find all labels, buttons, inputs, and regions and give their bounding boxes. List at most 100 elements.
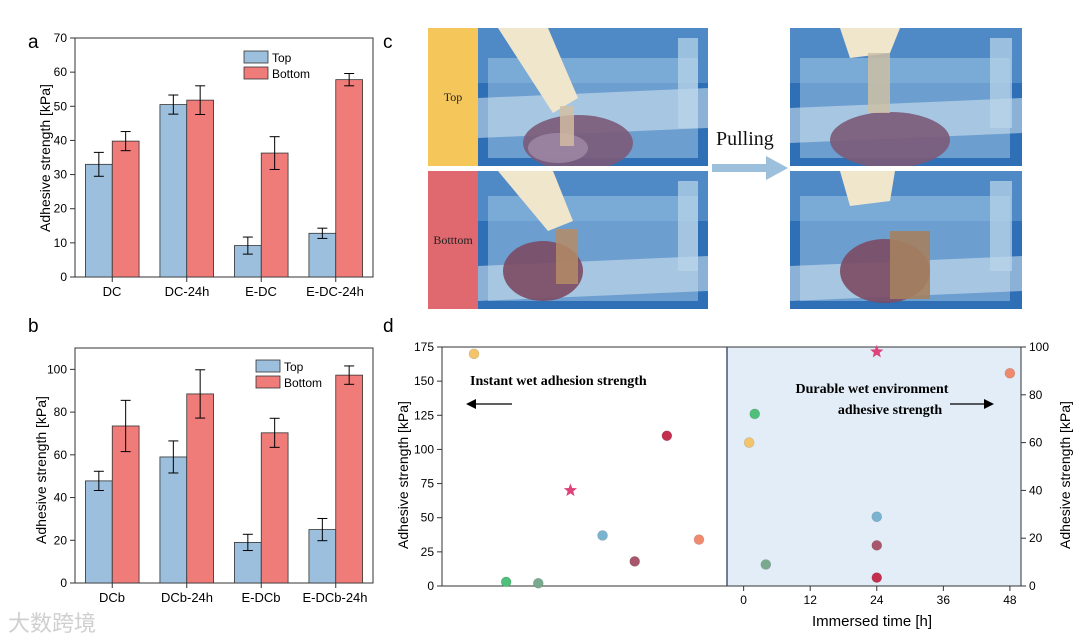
legend-b-bottom-label: Bottom bbox=[284, 376, 322, 390]
y-tick-label: 20 bbox=[54, 533, 68, 547]
bar-top bbox=[85, 480, 113, 584]
y-left-tick-label: 175 bbox=[414, 340, 434, 354]
y-left-tick-label: 0 bbox=[427, 579, 434, 593]
pulling-label: Pulling bbox=[716, 128, 774, 150]
durable-point bbox=[871, 511, 883, 522]
instant-point bbox=[500, 576, 512, 588]
x-tick-label: 0 bbox=[740, 593, 747, 607]
instant-point-star bbox=[563, 483, 578, 497]
chart-b: 0 20 40 60 80 100 Adhesive strength [kPa] DCb… bbox=[33, 347, 374, 605]
legend-a-bottom-label: Bottom bbox=[272, 67, 310, 81]
y-left-tick-label: 75 bbox=[421, 477, 435, 491]
chart-a-xtick: DC bbox=[103, 284, 122, 299]
photo-label-bottom: Botttom bbox=[433, 232, 473, 247]
y-left-tick-label: 125 bbox=[414, 408, 434, 422]
photo-bottom-after bbox=[790, 171, 1022, 309]
durable-point bbox=[871, 572, 883, 583]
y-right-tick-label: 0 bbox=[1029, 579, 1036, 593]
durable-point bbox=[1004, 367, 1016, 379]
panel-letter-d: d bbox=[383, 316, 394, 337]
panel-letter-a: a bbox=[28, 32, 39, 53]
y-tick-label: 20 bbox=[54, 202, 68, 216]
plot-frame bbox=[74, 347, 374, 584]
instant-point bbox=[661, 430, 673, 442]
left-arrow-icon bbox=[466, 399, 512, 409]
legend-a-bottom-swatch bbox=[243, 66, 269, 80]
panel-letter-b: b bbox=[28, 316, 39, 337]
right-arrow-icon bbox=[950, 399, 994, 409]
photo-label-top: Top bbox=[443, 89, 463, 104]
y-tick-label: 40 bbox=[54, 491, 68, 505]
bar-bottom bbox=[186, 393, 214, 584]
y-tick-label: 0 bbox=[60, 576, 67, 590]
y-tick-label: 100 bbox=[47, 362, 67, 376]
y-tick-label: 10 bbox=[54, 236, 68, 250]
bar-top bbox=[159, 104, 188, 278]
y-right-tick-label: 40 bbox=[1029, 483, 1043, 497]
durable-point bbox=[871, 540, 883, 551]
plot-frame bbox=[441, 346, 1022, 587]
photo-bottom-before bbox=[478, 171, 708, 309]
annotation-instant: Instant wet adhesion strength bbox=[470, 374, 647, 389]
y-tick-label: 60 bbox=[54, 448, 68, 462]
legend-b-top-swatch bbox=[255, 359, 281, 373]
y-right-tick-label: 80 bbox=[1029, 388, 1043, 402]
chart-a-xtick: DC-24h bbox=[165, 284, 210, 299]
durable-point-star bbox=[870, 344, 884, 358]
annotation-durable-line2: adhesive strength bbox=[838, 403, 943, 418]
legend-a-top-label: Top bbox=[272, 51, 292, 65]
bar-bottom bbox=[111, 140, 140, 278]
plot-frame bbox=[74, 37, 374, 278]
y-left-tick-label: 50 bbox=[421, 511, 435, 525]
chart-b-xtick: DCb-24h bbox=[161, 590, 213, 605]
y-right-tick-label: 20 bbox=[1029, 531, 1043, 545]
legend-b-top-label: Top bbox=[284, 360, 304, 374]
bar-bottom bbox=[186, 99, 214, 278]
chart-a-ylabel: Adhesive strength [kPa] bbox=[37, 84, 53, 232]
legend-b-bottom-swatch bbox=[255, 375, 281, 389]
chart-a-xtick: E-DC bbox=[245, 284, 277, 299]
watermark: 大数跨境 bbox=[8, 612, 97, 637]
y-tick-label: 50 bbox=[54, 99, 68, 113]
photo-label-top-box: Top bbox=[428, 28, 478, 166]
instant-point bbox=[597, 530, 608, 541]
x-tick-label: 12 bbox=[804, 593, 818, 607]
bar-bottom bbox=[260, 432, 289, 584]
bar-top bbox=[308, 232, 337, 278]
bar-bottom bbox=[260, 152, 289, 278]
bar-bottom bbox=[335, 374, 363, 584]
panel-letter-c: c bbox=[383, 32, 393, 53]
photo-top-before bbox=[478, 28, 708, 166]
photo-label-bottom-box: Botttom bbox=[428, 171, 478, 309]
chart-b-xtick: DCb bbox=[99, 590, 125, 605]
durable-point bbox=[760, 559, 772, 570]
chart-d: 0 25 50 75 100 125 150 175 0 20 40 60 80 100 0 12 24 36 48… bbox=[395, 340, 1073, 630]
instant-point bbox=[693, 534, 705, 545]
instant-point bbox=[629, 556, 641, 567]
durable-point bbox=[749, 408, 761, 420]
chart-b-xtick: E-DCb bbox=[241, 590, 280, 605]
chart-b-ylabel: Adhesive strength [kPa] bbox=[33, 396, 49, 544]
y-right-tick-label: 60 bbox=[1029, 436, 1043, 450]
y-tick-label: 40 bbox=[54, 133, 68, 147]
chart-d-ylabel-left: Adhesive strength [kPa] bbox=[395, 401, 411, 549]
y-tick-label: 70 bbox=[54, 31, 68, 45]
bar-bottom bbox=[111, 425, 140, 584]
y-tick-label: 0 bbox=[60, 270, 67, 284]
pulling-arrow-icon bbox=[712, 156, 788, 180]
bar-top bbox=[234, 542, 262, 584]
x-tick-label: 24 bbox=[870, 593, 884, 607]
photo-top-after bbox=[790, 28, 1022, 166]
x-tick-label: 48 bbox=[1003, 593, 1017, 607]
annotation-durable-line1: Durable wet environment bbox=[796, 382, 949, 397]
y-left-tick-label: 150 bbox=[414, 374, 434, 388]
chart-d-xlabel: Immersed time [h] bbox=[812, 613, 932, 630]
chart-a-xtick: E-DC-24h bbox=[306, 284, 364, 299]
y-right-tick-label: 100 bbox=[1029, 340, 1049, 354]
y-tick-label: 80 bbox=[54, 405, 68, 419]
bar-bottom bbox=[335, 79, 363, 278]
chart-d-ylabel-right: Adhesive strength [kPa] bbox=[1057, 401, 1073, 549]
y-left-tick-label: 25 bbox=[421, 545, 435, 559]
bar-top bbox=[159, 456, 188, 584]
